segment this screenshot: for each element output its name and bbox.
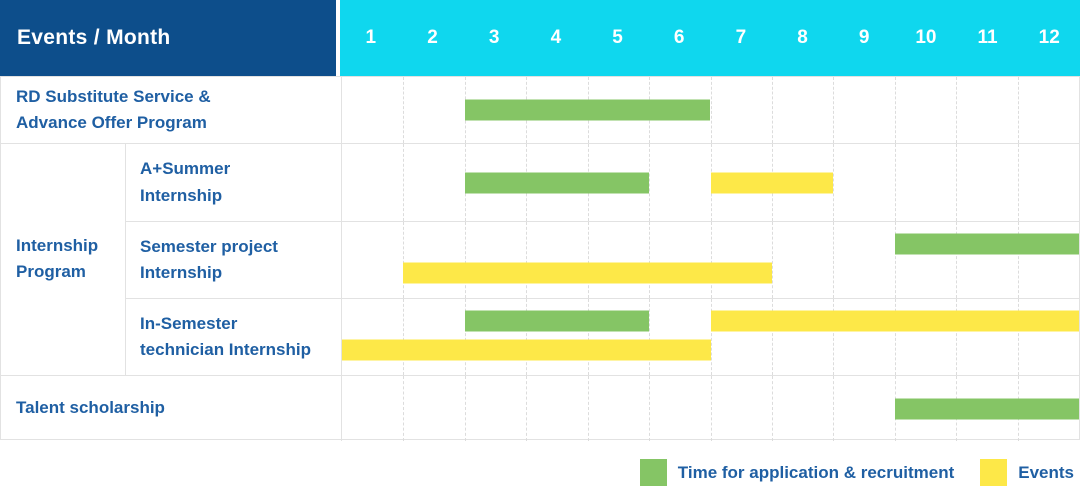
month-header: 1 2 3 4 5 6 7 8 9 10 11 12 [340,0,1080,76]
bar-events [710,172,834,193]
month-gridline [587,222,589,298]
month-gridline [833,299,835,375]
month-header-cell: 6 [673,27,685,48]
table-header: Events / Month 1 2 3 4 5 6 7 8 9 10 11 12 [0,0,1080,76]
event-label: Talent scholarship [16,398,165,418]
event-label: Semester project Internship [125,221,341,298]
month-gridline [403,144,405,221]
month-header-cell: 7 [735,27,747,48]
month-gridline [771,299,773,375]
month-gridline [587,299,589,375]
month-gridline [894,299,896,375]
gantt-row-grid [341,77,1079,143]
month-gridline [403,376,405,441]
month-gridline [833,376,835,441]
month-gridline [710,77,712,143]
legend-swatch-green-icon [639,459,667,486]
month-header-cell: 10 [915,27,937,48]
month-gridline [956,77,958,143]
month-header-cell: 8 [797,27,808,48]
table-body: RD Substitute Service & Advance Offer Pr… [0,76,1080,441]
month-gridline [464,299,466,375]
bar-application-recruitment [464,99,711,121]
month-gridline [587,376,589,441]
month-gridline [771,77,773,143]
row-in-semester-technician-internship: In-Semester technician Internship [1,298,1079,375]
bar-events [403,262,772,284]
month-gridline [1017,222,1019,298]
month-header-cell: 5 [612,27,623,48]
bar-events [342,339,711,361]
month-gridline [833,77,835,143]
month-gridline [956,222,958,298]
month-gridline [956,144,958,221]
event-label: RD Substitute Service & Advance Offer Pr… [16,86,211,132]
month-gridline [894,222,896,298]
month-gridline [403,77,405,143]
month-gridline [1017,299,1019,375]
bar-application-recruitment [464,310,650,332]
legend-item-events: Events [980,459,1074,486]
month-gridline [649,144,651,221]
group-label-internship-program: Internship Program [16,235,99,281]
month-gridline [710,376,712,441]
legend-swatch-yellow-icon [980,459,1008,486]
month-gridline [526,299,528,375]
month-gridline [649,376,651,441]
corner-header-label: Events / Month [0,0,340,76]
month-header-cell: 2 [427,27,438,48]
month-gridline [649,222,651,298]
month-gridline [1017,144,1019,221]
row-rd-substitute-service: RD Substitute Service & Advance Offer Pr… [1,77,1079,143]
gantt-row-grid [341,144,1079,221]
month-gridline [771,376,773,441]
month-gridline [833,222,835,298]
month-gridline [526,376,528,441]
row-a-summer-internship: A+Summer Internship [1,143,1079,221]
gantt-row-grid [341,376,1079,441]
month-header-cell: 1 [365,27,377,48]
month-header-cell: 12 [1038,27,1060,48]
row-talent-scholarship: Talent scholarship [1,375,1079,441]
month-gridline [649,299,651,375]
month-gridline [956,299,958,375]
month-gridline [1017,77,1019,143]
gantt-row-grid [341,221,1079,298]
legend-label: Events [1018,462,1074,482]
legend-item-application-recruitment: Time for application & recruitment [639,459,955,486]
month-gridline [464,222,466,298]
month-gridline [710,222,712,298]
legend: Time for application & recruitment Event… [0,459,1080,486]
row-semester-project-internship: Semester project Internship [1,221,1079,298]
bar-application-recruitment [464,172,650,193]
month-gridline [464,376,466,441]
event-label: A+Summer Internship [125,144,341,221]
month-gridline [771,222,773,298]
month-gridline [403,222,405,298]
legend-label: Time for application & recruitment [677,462,955,482]
month-gridline [833,144,835,221]
bar-events [710,310,1079,332]
bar-application-recruitment [894,398,1079,419]
month-gridline [403,299,405,375]
month-gridline [710,299,712,375]
month-gridline [894,144,896,221]
gantt-row-grid [341,298,1079,375]
month-header-cell: 4 [550,27,562,48]
bar-application-recruitment [894,233,1079,255]
month-header-cell: 9 [858,27,870,48]
month-header-cell: 11 [977,27,998,48]
month-gridline [526,222,528,298]
event-label: In-Semester technician Internship [125,298,341,375]
month-header-cell: 3 [488,27,500,48]
month-gridline [894,77,896,143]
